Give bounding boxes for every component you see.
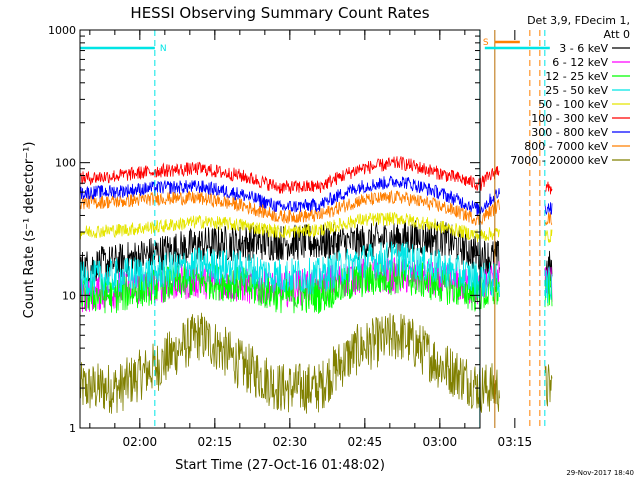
legend-label: 6 - 12 keV	[552, 56, 608, 69]
x-tick-label: 02:15	[198, 435, 233, 449]
y-tick-label: 1000	[48, 24, 76, 37]
series-line	[79, 211, 553, 243]
legend-label: 3 - 6 keV	[559, 42, 608, 55]
legend-header-line: Att 0	[604, 28, 630, 41]
flag-layer: NS	[79, 38, 550, 54]
y-axis-label: Count Rate (s⁻¹ detector⁻¹)	[22, 142, 37, 319]
footer-timestamp: 29-Nov-2017 18:40	[566, 469, 634, 477]
axes: 1 10 100 1000 02:00 02:15 02:30 02:45 03:00 03:15	[48, 24, 532, 449]
flag-label: N	[160, 44, 167, 54]
x-tick-label: 03:15	[498, 435, 533, 449]
x-tick-label: 03:00	[423, 435, 458, 449]
legend-label: 300 - 800 keV	[531, 126, 608, 139]
x-tick-label: 02:30	[273, 435, 308, 449]
legend-label: 7000 - 20000 keV	[510, 154, 608, 167]
y-tick-label: 1	[69, 422, 76, 435]
legend-header: Det 3,9, FDecim 1, Att 0	[527, 14, 630, 41]
series-line	[79, 241, 553, 304]
series-line	[79, 156, 553, 195]
flag-label: S	[483, 38, 489, 48]
legend-label: 100 - 300 keV	[531, 112, 608, 125]
x-axis-label: Start Time (27-Oct-16 01:48:02)	[175, 458, 385, 473]
y-tick-label: 10	[62, 289, 76, 302]
legend-label: 25 - 50 keV	[545, 84, 608, 97]
legend-header-line: Det 3,9, FDecim 1,	[527, 14, 630, 27]
series-line	[79, 189, 553, 226]
chart-title: HESSI Observing Summary Count Rates	[130, 4, 429, 22]
legend-label: 12 - 25 keV	[545, 70, 608, 83]
x-tick-label: 02:00	[123, 435, 158, 449]
x-tick-label: 02:45	[348, 435, 383, 449]
legend-label: 800 - 7000 keV	[524, 140, 608, 153]
y-tick-label: 100	[55, 157, 76, 170]
series-layer	[79, 156, 553, 414]
series-line	[79, 312, 553, 414]
series-line	[79, 175, 553, 216]
plot-frame	[79, 29, 481, 429]
legend-label: 50 - 100 keV	[538, 98, 608, 111]
